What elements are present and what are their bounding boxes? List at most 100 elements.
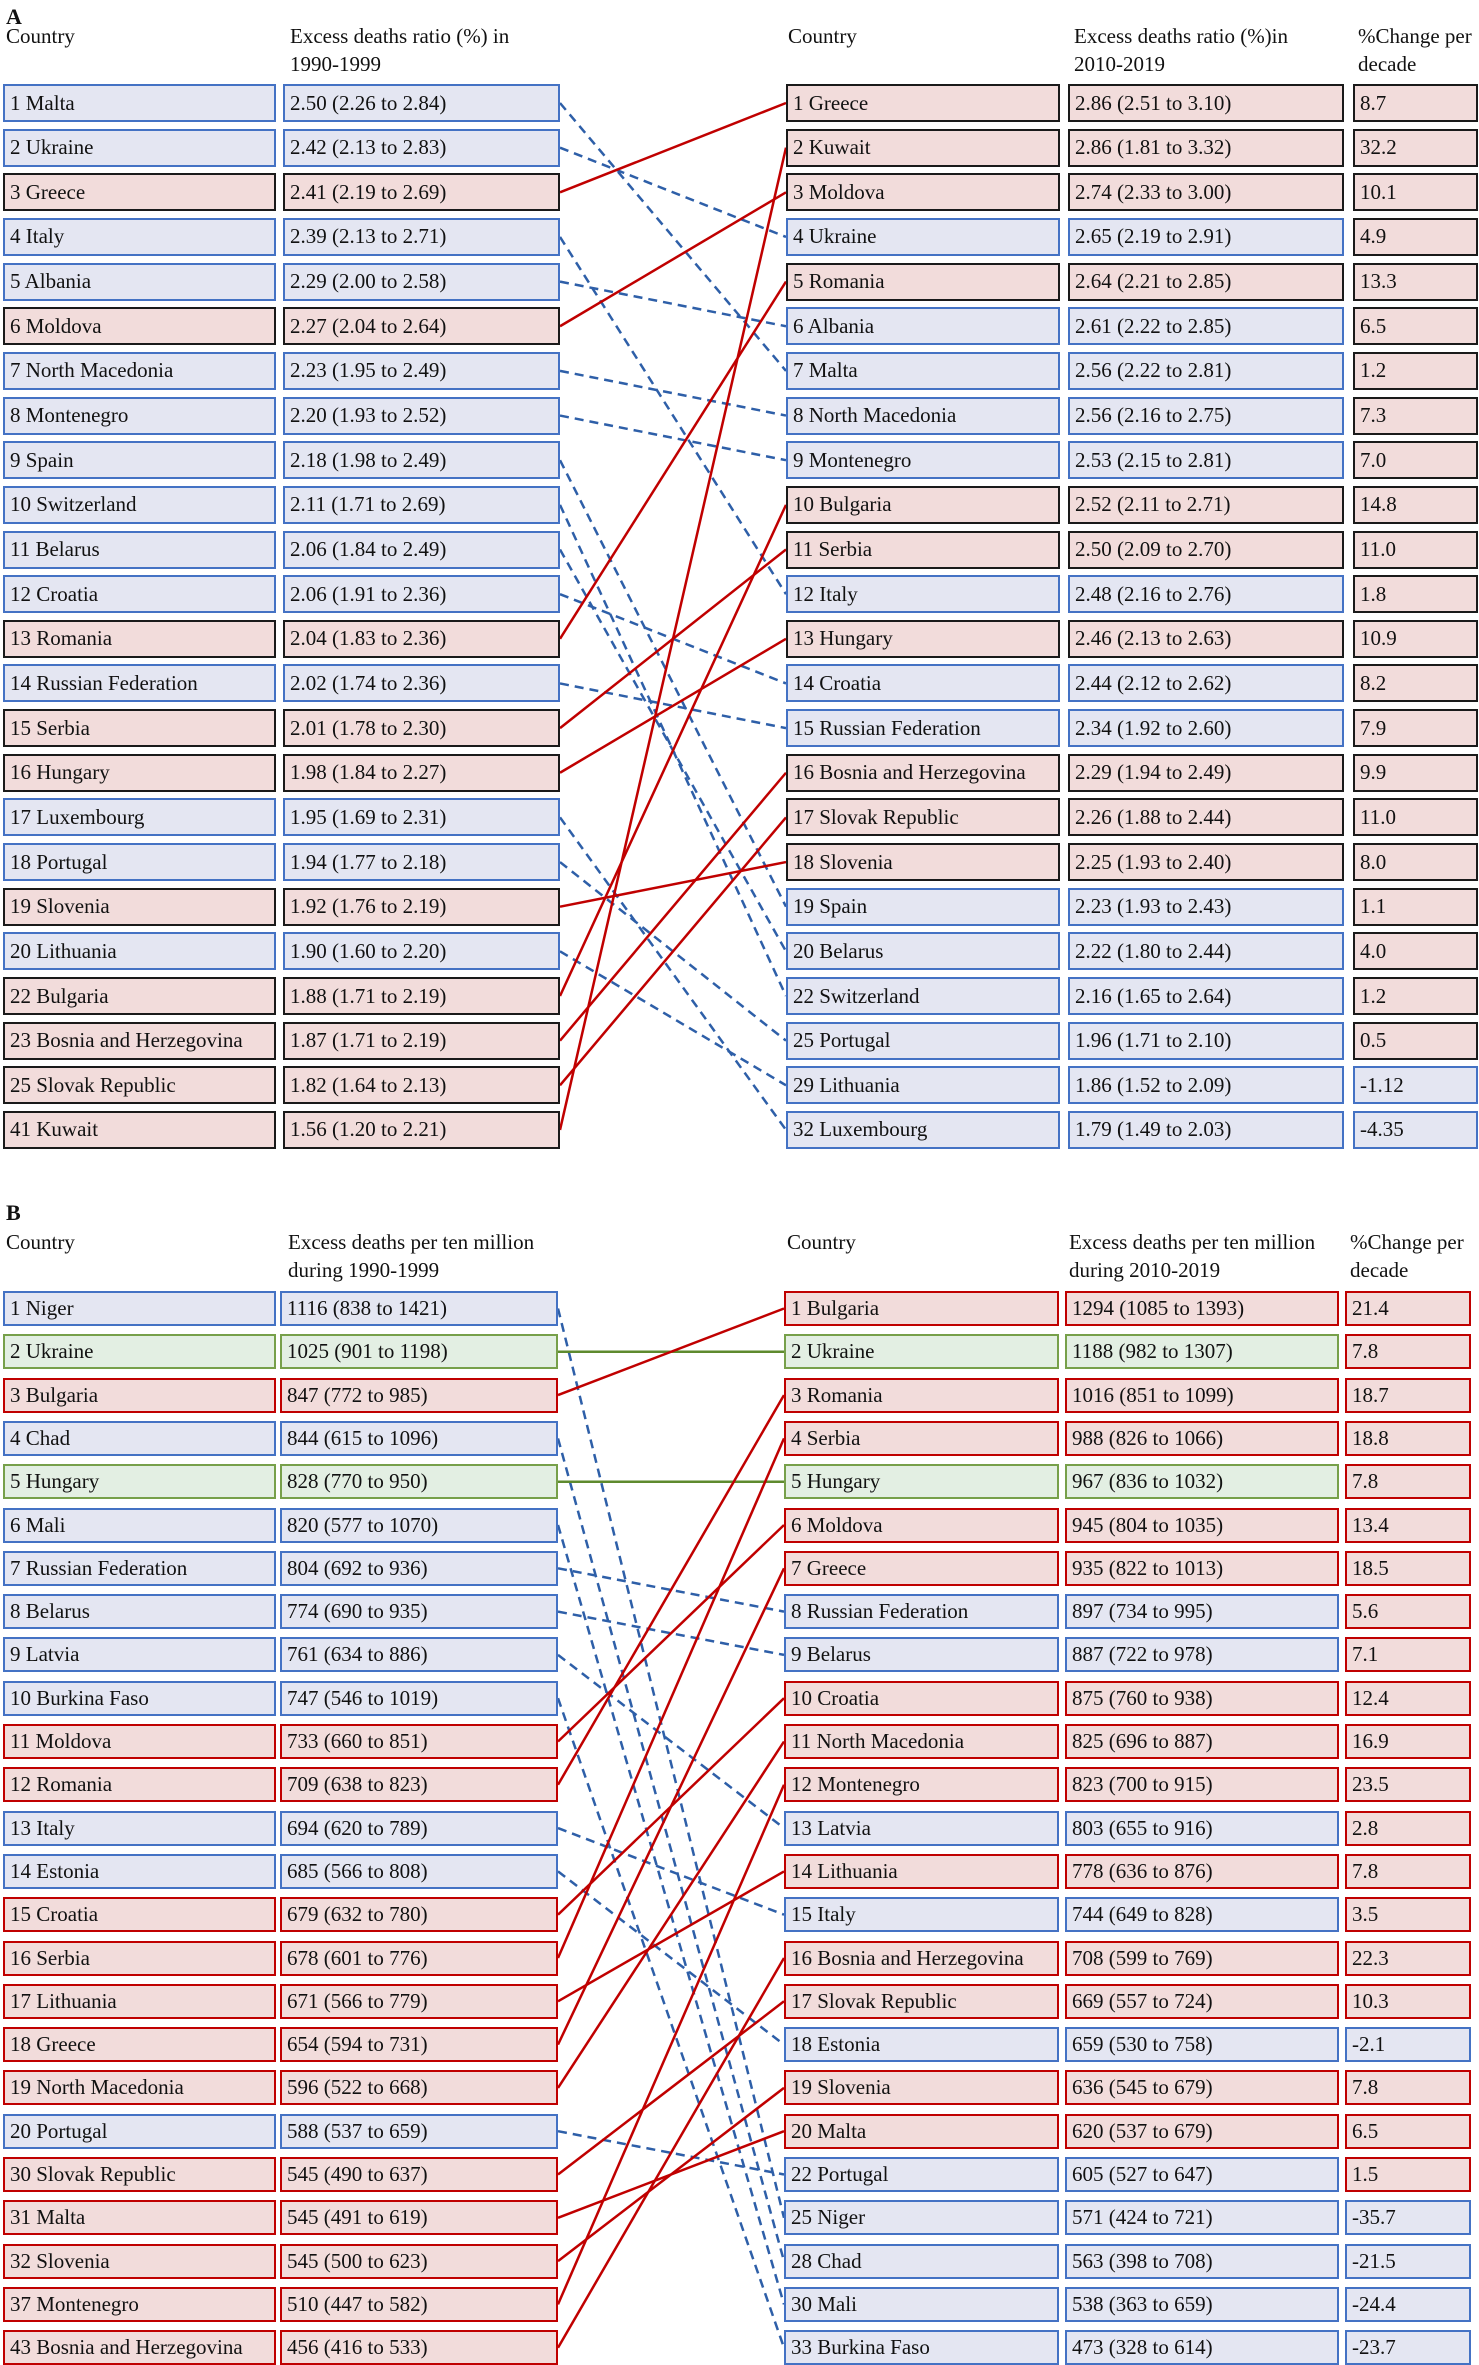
rank-change-line (559, 637, 787, 774)
rank-change-line (559, 369, 787, 417)
right-country-cell: 5 Hungary (784, 1464, 1059, 1500)
rank: 6 (793, 313, 804, 338)
left-country-cell: 18 Portugal (3, 843, 276, 882)
right-value-cell: 2.53 (2.15 to 2.81) (1068, 441, 1344, 480)
left-value-cell: 1.87 (1.71 to 2.19) (283, 1021, 560, 1060)
rank: 6 (10, 1512, 21, 1537)
country-name: Bulgaria (36, 983, 109, 1008)
panel-b-label: B (6, 1200, 21, 1225)
right-country-cell-text: 14 Lithuania (791, 1859, 898, 1884)
right-value-cell: 2.61 (2.22 to 2.85) (1068, 307, 1344, 346)
change-cell: 10.3 (1345, 1983, 1471, 2019)
country-name: Bulgaria (819, 492, 892, 517)
change-cell: 4.0 (1353, 932, 1478, 971)
rank-change-line (559, 771, 787, 1042)
left-country-cell-text: 5 Albania (10, 269, 91, 294)
right-value-cell-text: 2.65 (2.19 to 2.91) (1075, 224, 1232, 249)
rank: 11 (791, 1729, 812, 1753)
left-value-cell: 1.56 (1.20 to 2.21) (283, 1110, 560, 1149)
right-country-cell: 6 Albania (786, 307, 1060, 346)
left-country-cell: 37 Montenegro (3, 2286, 276, 2322)
country-name: Portugal (817, 2162, 889, 2186)
change-cell-text: 8.0 (1360, 849, 1387, 874)
right-value-cell-text: 2.86 (2.51 to 3.10) (1075, 90, 1232, 115)
left-country-cell-text: 11 Belarus (10, 537, 100, 562)
left-value-cell-text: 1116 (838 to 1421) (287, 1296, 448, 1320)
left-value-cell-text: 2.20 (1.93 to 2.52) (290, 403, 447, 428)
left-country-cell-text: 8 Belarus (10, 1599, 90, 1624)
right-value-cell-text: 2.22 (1.80 to 2.44) (1075, 938, 1232, 963)
right-country-cell-text: 2 Ukraine (791, 1339, 874, 1364)
rank: 15 (791, 1902, 812, 1927)
left-country-cell-text: 14 Estonia (10, 1859, 99, 1884)
left-value-cell: 709 (638 to 823) (280, 1767, 558, 1803)
country-name: Portugal (36, 849, 108, 874)
country-name: Hungary (36, 760, 110, 785)
change-cell: 21.4 (1345, 1291, 1471, 1326)
left-value-cell-text: 2.01 (1.78 to 2.30) (290, 715, 447, 740)
change-cell-text: 6.5 (1352, 2118, 1379, 2143)
left-country-cell: 13 Italy (3, 1810, 276, 1846)
right-country-cell-text: 10 Bulgaria (793, 492, 892, 517)
change-cell: 6.5 (1353, 307, 1478, 346)
change-cell: 7.0 (1353, 441, 1478, 480)
rank: 32 (10, 2248, 31, 2273)
right-country-cell: 2 Ukraine (784, 1334, 1059, 1370)
left-value-cell: 654 (594 to 731) (280, 2027, 558, 2063)
right-value-cell: 2.23 (1.93 to 2.43) (1068, 887, 1344, 926)
rank: 7 (791, 1555, 802, 1580)
right-country-cell-text: 10 Croatia (791, 1686, 879, 1711)
change-cell-text: 7.8 (1352, 1339, 1379, 1364)
right-value-cell: 967 (836 to 1032) (1065, 1464, 1339, 1500)
left-value-cell-text: 2.42 (2.13 to 2.83) (290, 135, 447, 160)
left-value-cell-text: 456 (416 to 533) (287, 2335, 428, 2360)
left-country-cell-text: 20 Portugal (10, 2119, 107, 2144)
change-cell: 11.0 (1353, 798, 1478, 837)
left-country-cell-text: 4 Chad (10, 1426, 70, 1451)
change-cell: 7.9 (1353, 709, 1478, 748)
left-value-cell-text: 654 (594 to 731) (287, 2032, 428, 2057)
right-value-cell: 2.74 (2.33 to 3.00) (1068, 173, 1344, 212)
right-country-cell: 10 Croatia (784, 1680, 1059, 1716)
right-country-cell: 33 Burkina Faso (784, 2330, 1059, 2365)
country-name: Russian Federation (806, 1599, 969, 1624)
change-cell-text: 1.8 (1360, 581, 1387, 606)
left-country-cell-text: 3 Greece (10, 180, 85, 205)
country-name: Greece (36, 2032, 96, 2057)
right-country-cell: 22 Portugal (784, 2157, 1059, 2192)
right-value-cell: 2.52 (2.11 to 2.71) (1068, 485, 1344, 524)
rank-change-line (557, 2000, 785, 2176)
left-country-cell: 19 Slovenia (3, 887, 276, 926)
change-cell: 32.2 (1353, 128, 1478, 167)
rank: 22 (791, 2162, 812, 2186)
left-country-cell-text: 25 Slovak Republic (10, 1073, 176, 1098)
right-value-cell-text: 2.56 (2.22 to 2.81) (1075, 358, 1232, 383)
right-country-cell: 12 Montenegro (784, 1767, 1059, 1803)
left-country-cell: 13 Romania (3, 619, 276, 658)
left-country-cell: 12 Croatia (3, 575, 276, 614)
left-country-cell-text: 1 Malta (10, 91, 75, 116)
left-country-cell-text: 22 Bulgaria (10, 984, 109, 1009)
rank: 22 (793, 983, 814, 1008)
left-country-cell: 9 Latvia (3, 1637, 276, 1673)
right-value-cell-text: 744 (649 to 828) (1072, 1902, 1213, 1927)
left-value-cell: 2.42 (2.13 to 2.83) (283, 128, 560, 167)
right-value-cell-text: 875 (760 to 938) (1072, 1685, 1213, 1710)
country-name: Mali (25, 1512, 66, 1537)
change-cell: 1.2 (1353, 977, 1478, 1015)
right-value-cell: 708 (599 to 769) (1065, 1940, 1339, 1976)
right-country-cell-text: 3 Romania (791, 1383, 883, 1408)
right-country-cell-text: 16 Bosnia and Herzegovina (791, 1946, 1024, 1971)
left-country-cell: 16 Hungary (3, 753, 276, 792)
right-country-cell-text: 7 Malta (793, 358, 858, 383)
right-country-cell: 10 Bulgaria (786, 485, 1060, 524)
left-value-cell: 545 (490 to 637) (280, 2157, 558, 2192)
right-country-cell-text: 4 Ukraine (793, 224, 876, 249)
left-value-cell-text: 679 (632 to 780) (287, 1902, 428, 1927)
rank: 3 (791, 1382, 802, 1407)
left-value-cell-text: 596 (522 to 668) (287, 2075, 428, 2100)
country-name: Bosnia and Herzegovina (36, 1028, 243, 1053)
left-value-cell: 2.01 (1.78 to 2.30) (283, 709, 560, 748)
rank-change-line (557, 1826, 785, 1916)
